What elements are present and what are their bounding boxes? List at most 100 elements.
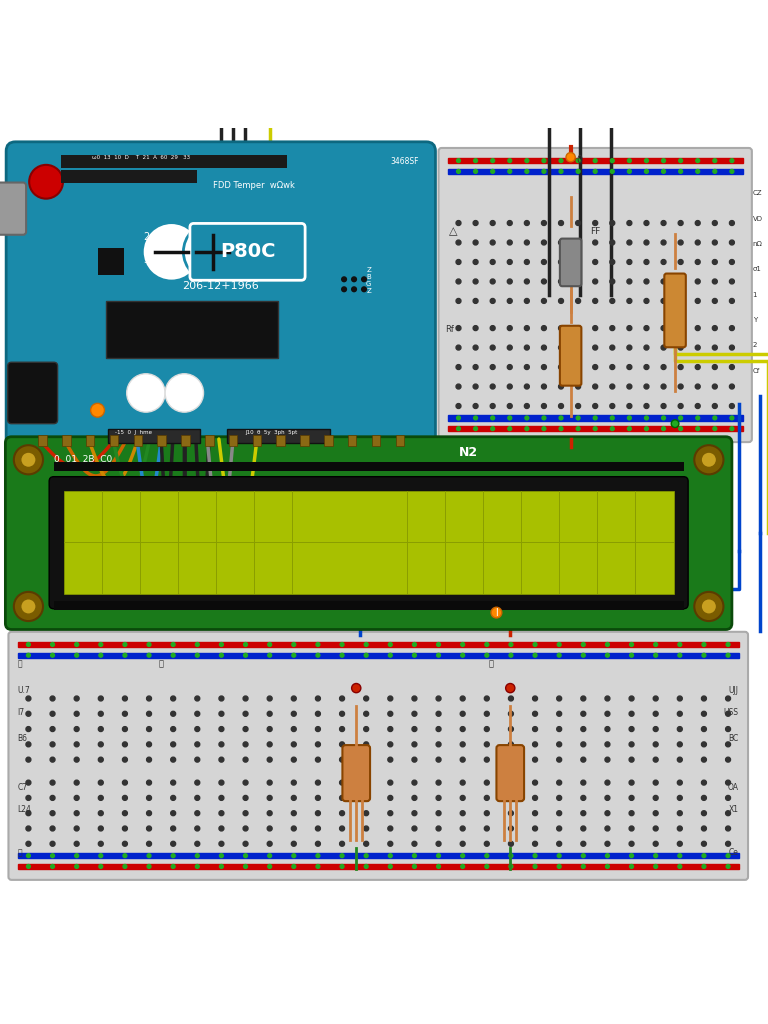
Circle shape — [473, 240, 478, 245]
Circle shape — [267, 712, 272, 716]
Circle shape — [412, 742, 417, 746]
Circle shape — [730, 259, 734, 264]
Bar — [635, 492, 636, 594]
Circle shape — [654, 796, 658, 801]
Circle shape — [364, 780, 369, 785]
Text: 2: 2 — [753, 342, 757, 348]
Circle shape — [644, 403, 649, 409]
Circle shape — [291, 757, 296, 762]
Circle shape — [679, 159, 683, 163]
Circle shape — [268, 864, 272, 868]
Circle shape — [525, 416, 528, 420]
Bar — [227, 429, 330, 442]
Circle shape — [566, 153, 575, 162]
Text: C7: C7 — [18, 782, 28, 792]
Circle shape — [508, 326, 512, 331]
Text: VD: VD — [753, 216, 763, 221]
Circle shape — [340, 643, 344, 646]
Circle shape — [576, 159, 580, 163]
Circle shape — [678, 326, 683, 331]
Circle shape — [627, 220, 632, 225]
Circle shape — [726, 780, 730, 785]
Circle shape — [340, 854, 344, 858]
Bar — [106, 301, 278, 358]
Circle shape — [678, 384, 683, 389]
Circle shape — [473, 220, 478, 225]
Circle shape — [713, 384, 717, 389]
Circle shape — [677, 842, 682, 846]
Bar — [483, 492, 484, 594]
Circle shape — [557, 796, 561, 801]
Circle shape — [627, 259, 632, 264]
Circle shape — [630, 643, 634, 646]
Circle shape — [412, 780, 417, 785]
Circle shape — [461, 643, 465, 646]
Text: L24: L24 — [18, 805, 31, 813]
Circle shape — [316, 780, 320, 785]
Circle shape — [14, 445, 43, 474]
Circle shape — [460, 796, 465, 801]
Circle shape — [726, 742, 730, 746]
Circle shape — [654, 842, 658, 846]
Circle shape — [581, 811, 586, 816]
Circle shape — [671, 420, 679, 428]
Circle shape — [50, 757, 55, 762]
Circle shape — [291, 712, 296, 716]
FancyBboxPatch shape — [6, 142, 435, 449]
Text: 2: 2 — [144, 232, 150, 243]
Circle shape — [605, 780, 610, 785]
Circle shape — [170, 780, 176, 785]
Circle shape — [644, 365, 649, 370]
Bar — [324, 435, 333, 446]
Circle shape — [171, 643, 175, 646]
Bar — [276, 435, 285, 446]
Circle shape — [485, 712, 489, 716]
Circle shape — [677, 757, 682, 762]
Bar — [54, 601, 684, 610]
Circle shape — [316, 796, 320, 801]
Circle shape — [341, 286, 347, 293]
Circle shape — [412, 653, 416, 657]
Text: 达: 达 — [488, 659, 493, 669]
Circle shape — [460, 780, 465, 785]
Circle shape — [74, 780, 79, 785]
Circle shape — [388, 742, 392, 746]
Circle shape — [644, 384, 649, 389]
Text: 0: 0 — [577, 155, 583, 165]
Circle shape — [50, 842, 55, 846]
Circle shape — [147, 727, 151, 731]
Circle shape — [219, 727, 224, 731]
Circle shape — [51, 864, 55, 868]
Circle shape — [678, 259, 683, 264]
Circle shape — [508, 384, 512, 389]
Circle shape — [122, 757, 127, 762]
Circle shape — [525, 159, 528, 163]
Circle shape — [316, 742, 320, 746]
Bar — [54, 462, 684, 471]
Circle shape — [730, 416, 733, 420]
Circle shape — [21, 599, 36, 614]
Circle shape — [122, 780, 127, 785]
Circle shape — [340, 864, 344, 868]
Circle shape — [147, 826, 151, 830]
Bar — [62, 435, 71, 446]
Circle shape — [581, 854, 585, 858]
Circle shape — [147, 757, 151, 762]
Circle shape — [74, 757, 79, 762]
Circle shape — [541, 279, 546, 284]
Circle shape — [219, 742, 224, 746]
Text: OA: OA — [728, 782, 739, 792]
Circle shape — [525, 220, 529, 225]
Circle shape — [364, 653, 368, 657]
Circle shape — [50, 796, 55, 801]
Text: UJJ: UJJ — [729, 686, 739, 695]
Circle shape — [491, 170, 495, 173]
Circle shape — [558, 240, 564, 245]
Circle shape — [26, 796, 31, 801]
Text: J10  θ  5y  3ph  5pt: J10 θ 5y 3ph 5pt — [246, 430, 298, 435]
Circle shape — [51, 653, 55, 657]
Text: X1: X1 — [729, 805, 739, 813]
Circle shape — [243, 712, 248, 716]
Circle shape — [316, 826, 320, 830]
Circle shape — [26, 696, 31, 701]
